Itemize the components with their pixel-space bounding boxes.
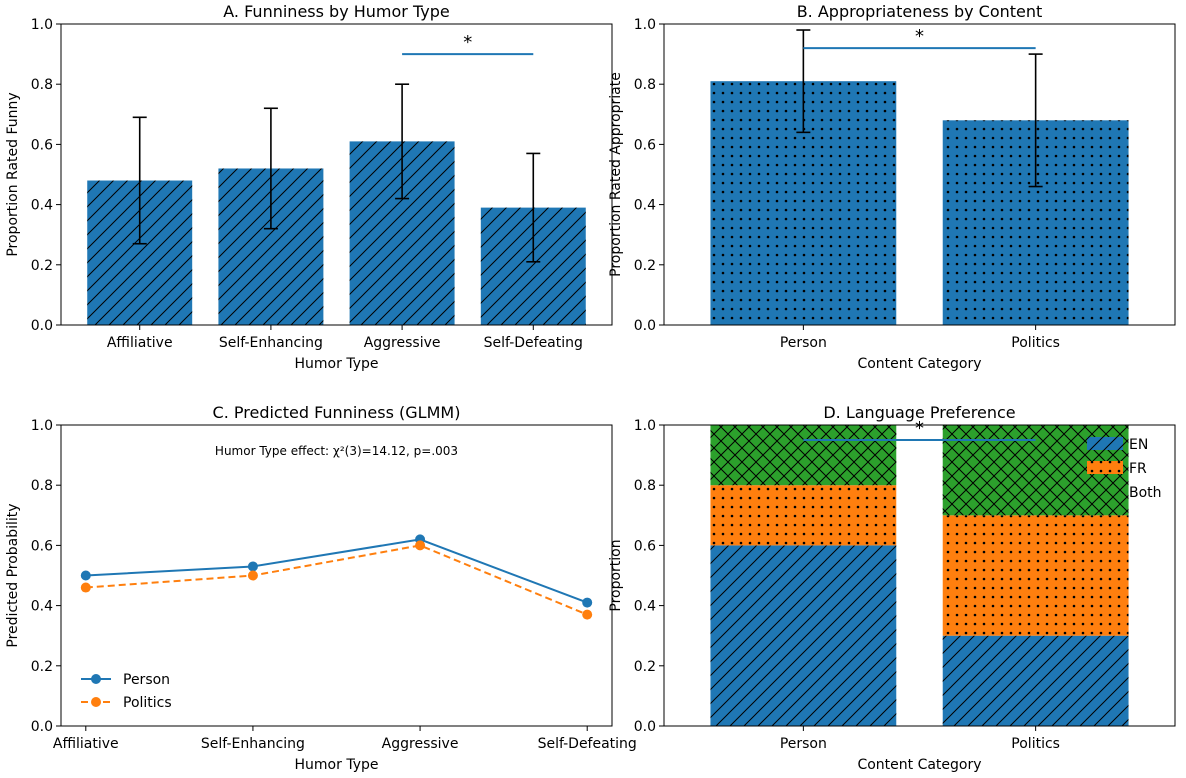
legend-swatch-hatch (1087, 461, 1123, 474)
x-tick-label: Person (780, 335, 827, 351)
data-point (582, 597, 593, 608)
x-tick-label: Self-Enhancing (219, 335, 323, 351)
x-tick-label: Self-Defeating (538, 736, 637, 752)
y-axis-label: Proportion (608, 539, 624, 611)
x-axis-label: Humor Type (295, 757, 379, 773)
data-point (582, 609, 593, 620)
significance-star: * (463, 32, 472, 53)
axes-frame (60, 424, 613, 727)
y-tick-label: 0.6 (634, 137, 656, 153)
x-tick-label: Politics (1011, 335, 1060, 351)
y-tick-label: 0.0 (634, 719, 656, 735)
y-tick-label: 0.8 (634, 77, 656, 93)
y-tick-label: 0.4 (634, 198, 656, 214)
chart-title: B. Appropriateness by Content (797, 2, 1043, 21)
annotation: Humor Type effect: χ²(3)=14.12, p=.003 (215, 444, 458, 458)
legend-label: Politics (123, 695, 172, 711)
x-tick-label: Self-Enhancing (201, 736, 305, 752)
y-tick-label: 1.0 (31, 17, 53, 33)
y-tick-label: 0.0 (634, 318, 656, 334)
x-tick-label: Affiliative (53, 736, 119, 752)
y-tick-label: 1.0 (634, 17, 656, 33)
axes-frame (663, 23, 1176, 326)
legend-marker (91, 674, 101, 684)
axes-frame (663, 424, 1176, 727)
axes-frame (60, 23, 613, 326)
bar-hatch (710, 545, 897, 726)
panel-D: D. Language Preference Content Category Pr… (608, 403, 1176, 773)
panel-C: C. Predicted Funniness (GLMM) Humor Type P… (5, 403, 637, 773)
data-point (415, 540, 426, 551)
series-line-person (85, 538, 588, 604)
y-tick-label: 0.8 (31, 478, 53, 494)
y-tick-label: 0.0 (31, 318, 53, 334)
x-tick-label: Aggressive (364, 335, 441, 351)
data-point (80, 570, 91, 581)
data-point (247, 570, 258, 581)
legend-swatch-hatch (1087, 437, 1123, 450)
y-tick-label: 0.4 (31, 599, 53, 615)
chart-title: D. Language Preference (823, 403, 1015, 422)
y-tick-label: 0.4 (634, 599, 656, 615)
bar-hatch (710, 425, 897, 486)
y-tick-label: 0.8 (31, 77, 53, 93)
legend-label: Person (123, 672, 170, 688)
legend-label: FR (1129, 461, 1147, 477)
data-point (247, 561, 258, 572)
x-tick-label: Person (780, 736, 827, 752)
x-axis-label: Content Category (857, 356, 981, 372)
y-tick-label: 0.0 (31, 719, 53, 735)
y-tick-label: 0.2 (634, 258, 656, 274)
panel-B: B. Appropriateness by Content Content Cat… (608, 2, 1176, 372)
y-tick-label: 0.2 (634, 659, 656, 675)
legend-label: Both (1129, 485, 1162, 501)
series-line-politics (85, 544, 588, 616)
y-axis-label: Predicted Probability (5, 503, 21, 647)
x-tick-label: Self-Defeating (484, 335, 583, 351)
y-tick-label: 0.2 (31, 659, 53, 675)
y-tick-label: 0.6 (31, 137, 53, 153)
chart-title: C. Predicted Funniness (GLMM) (213, 403, 461, 422)
y-tick-label: 0.6 (31, 538, 53, 554)
legend-marker (91, 697, 101, 707)
x-tick-label: Affiliative (107, 335, 173, 351)
x-axis-label: Content Category (857, 757, 981, 773)
y-axis-label: Proportion Rated Appropriate (608, 72, 624, 277)
y-tick-label: 1.0 (634, 418, 656, 434)
bar-hatch (942, 635, 1129, 726)
chart-title: A. Funniness by Humor Type (223, 2, 449, 21)
panel-A: A. Funniness by Humor Type Humor Type Prop… (5, 2, 613, 372)
significance-star: * (915, 26, 924, 47)
y-tick-label: 0.8 (634, 478, 656, 494)
legend-label: EN (1129, 437, 1148, 453)
y-tick-label: 0.2 (31, 258, 53, 274)
x-tick-label: Politics (1011, 736, 1060, 752)
x-axis-label: Humor Type (295, 356, 379, 372)
legend-swatch-hatch (1087, 485, 1123, 498)
x-tick-label: Aggressive (382, 736, 459, 752)
bar-hatch (942, 515, 1129, 636)
data-point (80, 582, 91, 593)
significance-star: * (915, 418, 924, 439)
y-axis-label: Proportion Rated Funny (5, 92, 21, 256)
y-tick-label: 1.0 (31, 418, 53, 434)
y-tick-label: 0.6 (634, 538, 656, 554)
y-tick-label: 0.4 (31, 198, 53, 214)
bar-hatch (710, 485, 897, 546)
